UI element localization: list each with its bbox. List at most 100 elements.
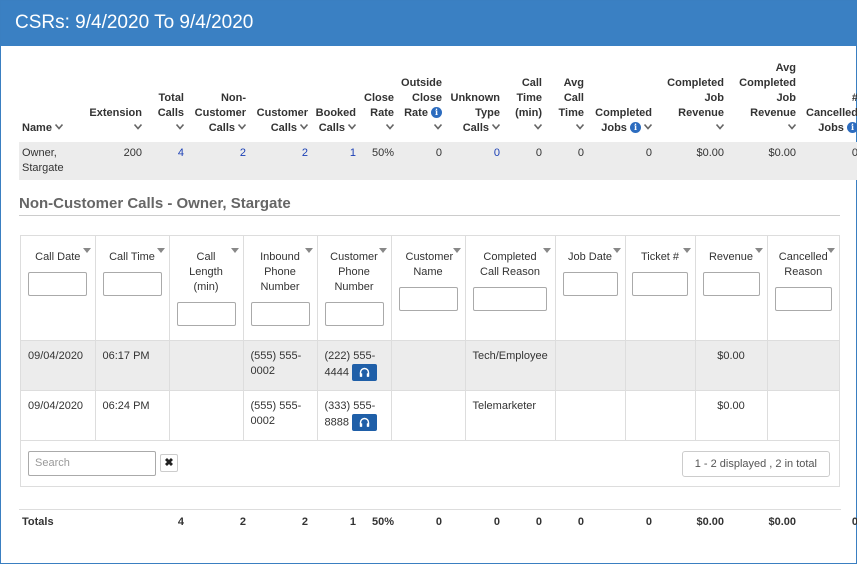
search-input[interactable] [28, 450, 156, 476]
completed-call-reason-filter[interactable] [473, 287, 547, 311]
sort-triangle-icon[interactable] [452, 243, 461, 258]
col-call-date[interactable]: Call Date [21, 236, 96, 341]
col-extension[interactable]: Extension [83, 61, 145, 142]
sort-chevron-icon[interactable] [788, 124, 796, 130]
job-date-filter[interactable] [562, 272, 618, 296]
cell-customer-phone: (222) 555-4444 [317, 340, 392, 391]
sort-chevron-icon[interactable] [300, 124, 308, 130]
sort-chevron-icon[interactable] [576, 124, 584, 130]
cell-call-length [169, 390, 244, 441]
col-call-time[interactable]: Call Time [95, 236, 170, 341]
sort-chevron-icon[interactable] [238, 124, 246, 130]
cell-customer-name [391, 340, 466, 391]
grid-footer: ✖ 1 - 2 displayed , 2 in total [21, 441, 839, 487]
call-length-filter[interactable] [176, 302, 236, 326]
col-completed-jobs[interactable]: Completed Jobs i [595, 107, 652, 134]
sort-triangle-icon[interactable] [378, 243, 387, 258]
col-name[interactable]: Name [19, 61, 83, 142]
totals-close-rate: 50% [371, 516, 394, 528]
play-recording-button[interactable] [351, 363, 377, 381]
col-total-calls[interactable]: Total Calls [145, 61, 187, 142]
cell-inbound-phone: (555) 555-0002 [243, 340, 318, 391]
cell-inbound-phone: (555) 555-0002 [243, 390, 318, 441]
sort-chevron-icon[interactable] [134, 124, 142, 130]
cell-ticket [625, 390, 696, 441]
revenue-filter[interactable] [702, 272, 760, 296]
sort-triangle-icon[interactable] [542, 243, 551, 258]
customer-phone-filter[interactable] [324, 302, 384, 326]
totals-outside-close-rate: 0 [435, 516, 442, 528]
col-completed-call-reason[interactable]: Completed Call Reason [465, 236, 556, 341]
cell-customer-name [391, 390, 466, 441]
clear-search-button[interactable]: ✖ [160, 453, 178, 472]
sort-triangle-icon[interactable] [230, 243, 239, 258]
sort-chevron-icon[interactable] [492, 124, 500, 130]
table-row: 09/04/2020 06:24 PM (555) 555-0002 (333)… [21, 390, 839, 441]
col-cancelled-reason[interactable]: Cancelled Reason [767, 236, 839, 341]
col-call-date-label: Call Date [35, 251, 81, 263]
col-completed-job-revenue[interactable]: Completed Job Revenue [655, 61, 727, 142]
cell-completed-call-reason: Tech/Employee [465, 340, 556, 391]
col-call-length-label: Call Length (min) [189, 251, 223, 293]
cancelled-reason-filter[interactable] [774, 287, 832, 311]
col-outside-close-rate[interactable]: Outside Close Rate i [397, 61, 445, 142]
non-customer-calls-link[interactable]: 2 [239, 147, 246, 159]
booked-calls-link[interactable]: 1 [349, 147, 356, 159]
col-call-time[interactable]: Call Time (min) [503, 61, 545, 142]
col-close-rate[interactable]: Close Rate [359, 61, 397, 142]
sort-triangle-icon[interactable] [304, 243, 313, 258]
totals-unknown-type-calls: 0 [493, 516, 500, 528]
col-revenue-label: Revenue [708, 251, 754, 263]
col-cancelled-jobs[interactable]: # Cancelled Jobs i [806, 92, 857, 134]
col-ticket[interactable]: Ticket # [625, 236, 696, 341]
ticket-filter[interactable] [632, 272, 688, 296]
col-booked-calls[interactable]: Booked Calls [315, 107, 356, 134]
sort-chevron-icon[interactable] [434, 124, 442, 130]
pager-info: 1 - 2 displayed , 2 in total [681, 450, 830, 477]
sort-chevron-icon[interactable] [386, 124, 394, 130]
sort-triangle-icon[interactable] [156, 243, 165, 258]
sort-chevron-icon[interactable] [348, 124, 356, 130]
cell-completed-job-revenue: $0.00 [696, 147, 724, 159]
col-inbound-phone[interactable]: Inbound Phone Number [243, 236, 318, 341]
col-avg-call-time[interactable]: Avg Call Time [545, 61, 587, 142]
play-recording-button[interactable] [351, 413, 377, 431]
info-icon[interactable]: i [431, 106, 442, 118]
sort-chevron-icon[interactable] [644, 124, 652, 130]
info-icon[interactable]: i [630, 121, 641, 133]
cell-job-date [555, 390, 626, 441]
call-time-filter[interactable] [102, 272, 162, 296]
sort-chevron-icon[interactable] [176, 124, 184, 130]
sort-chevron-icon[interactable] [534, 124, 542, 130]
unknown-type-calls-link[interactable]: 0 [493, 147, 500, 159]
col-call-length[interactable]: Call Length (min) [169, 236, 244, 341]
total-calls-link[interactable]: 4 [177, 147, 184, 159]
sort-triangle-icon[interactable] [682, 243, 691, 258]
col-avg-completed-job-revenue[interactable]: Avg Completed Job Revenue [727, 61, 799, 142]
inbound-phone-filter[interactable] [250, 302, 310, 326]
col-customer-name[interactable]: Customer Name [391, 236, 466, 341]
col-unknown-type-calls[interactable]: Unknown Type Calls [450, 92, 500, 134]
sort-triangle-icon[interactable] [754, 243, 763, 258]
sort-chevron-icon[interactable] [716, 124, 724, 130]
customer-name-filter[interactable] [398, 287, 458, 311]
col-revenue[interactable]: Revenue [695, 236, 768, 341]
col-call-time-label: Call Time [109, 251, 155, 263]
sort-triangle-icon[interactable] [827, 243, 835, 258]
totals-avg-completed-job-revenue: $0.00 [768, 516, 796, 528]
totals-customer-calls: 2 [301, 516, 308, 528]
info-icon[interactable]: i [847, 121, 857, 133]
sort-triangle-icon[interactable] [82, 243, 91, 258]
col-customer-calls[interactable]: Customer Calls [256, 107, 308, 134]
customer-calls-link[interactable]: 2 [301, 147, 308, 159]
call-date-filter[interactable] [28, 272, 88, 296]
col-customer-phone[interactable]: Customer Phone Number [317, 236, 392, 341]
totals-row: Totals 4 2 2 1 50% 0 0 0 0 0 $0.00 $0.00… [19, 509, 857, 534]
col-job-date[interactable]: Job Date [555, 236, 626, 341]
cell-job-date [555, 340, 626, 391]
sort-triangle-icon[interactable] [612, 243, 621, 258]
cell-outside-close-rate: 0 [435, 147, 442, 159]
sort-chevron-icon[interactable] [54, 124, 63, 130]
cell-call-time: 06:24 PM [95, 390, 170, 441]
col-non-customer-calls[interactable]: Non-Customer Calls [194, 92, 246, 134]
